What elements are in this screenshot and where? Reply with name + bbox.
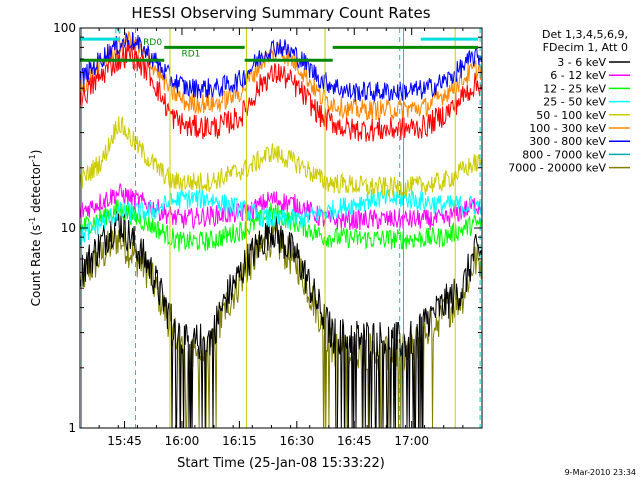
series-line-0 bbox=[80, 207, 482, 428]
series-line-5 bbox=[80, 31, 482, 122]
chart-title: HESSI Observing Summary Count Rates bbox=[131, 4, 430, 22]
y-axis-label-sup2: -1 bbox=[28, 154, 37, 162]
legend-label-4: 50 - 100 keV bbox=[536, 109, 606, 122]
annotation-2: RD1 bbox=[181, 50, 200, 60]
annotation-1: RD0 bbox=[143, 38, 162, 48]
series-line-4 bbox=[80, 116, 482, 198]
series-line-red bbox=[80, 44, 482, 142]
series-line-6 bbox=[80, 31, 482, 102]
footer-date: 9-Mar-2010 23:34 bbox=[565, 468, 636, 477]
x-tick-label-2: 16:15 bbox=[222, 434, 257, 448]
y-axis-label-sup1: -1 bbox=[28, 217, 37, 225]
y-axis-label-end: ) bbox=[29, 150, 43, 155]
x-tick-label-0: 15:45 bbox=[107, 434, 142, 448]
y-axis-label-main: Count Rate (s bbox=[29, 225, 43, 307]
x-tick-label-1: 16:00 bbox=[165, 434, 200, 448]
x-axis-label: Start Time (25-Jan-08 15:33:22) bbox=[177, 456, 385, 471]
legend: Det 1,3,4,5,6,9, FDecim 1, Att 0 3 - 6 k… bbox=[508, 28, 630, 175]
x-tick-label-3: 16:30 bbox=[280, 434, 315, 448]
legend-label-6: 300 - 800 keV bbox=[529, 135, 606, 148]
series-line-2 bbox=[80, 199, 482, 252]
legend-header-line-2: FDecim 1, Att 0 bbox=[543, 41, 628, 54]
legend-label-2: 12 - 25 keV bbox=[543, 82, 606, 95]
legend-label-3: 25 - 50 keV bbox=[543, 96, 606, 109]
y-axis-label: Count Rate (s-1 detector-1) bbox=[28, 150, 43, 307]
y-tick-label-1: 10 bbox=[61, 221, 76, 235]
series-layer bbox=[80, 31, 482, 428]
tick-layer: 15:45 16:00 16:15 16:30 16:45 17:00 1 10 100 bbox=[53, 21, 483, 448]
legend-label-7: 800 - 7000 keV bbox=[522, 148, 606, 161]
y-tick-label-0: 1 bbox=[68, 421, 76, 435]
annotation-0: N bbox=[114, 26, 121, 36]
overlay-layer: N RD0 RD1 bbox=[80, 26, 481, 428]
legend-label-5: 100 - 300 keV bbox=[529, 122, 606, 135]
y-tick-label-2: 100 bbox=[53, 21, 76, 35]
y-axis-label-mid: detector bbox=[29, 162, 43, 217]
legend-label-8: 7000 - 20000 keV bbox=[508, 162, 606, 175]
legend-label-1: 6 - 12 keV bbox=[550, 69, 606, 82]
series-line-8 bbox=[80, 219, 482, 428]
legend-header-line-1: Det 1,3,4,5,6,9, bbox=[542, 28, 628, 41]
series-line-3 bbox=[80, 188, 482, 246]
x-tick-label-4: 16:45 bbox=[337, 434, 372, 448]
x-tick-label-5: 17:00 bbox=[394, 434, 429, 448]
legend-label-0: 3 - 6 keV bbox=[557, 56, 606, 69]
